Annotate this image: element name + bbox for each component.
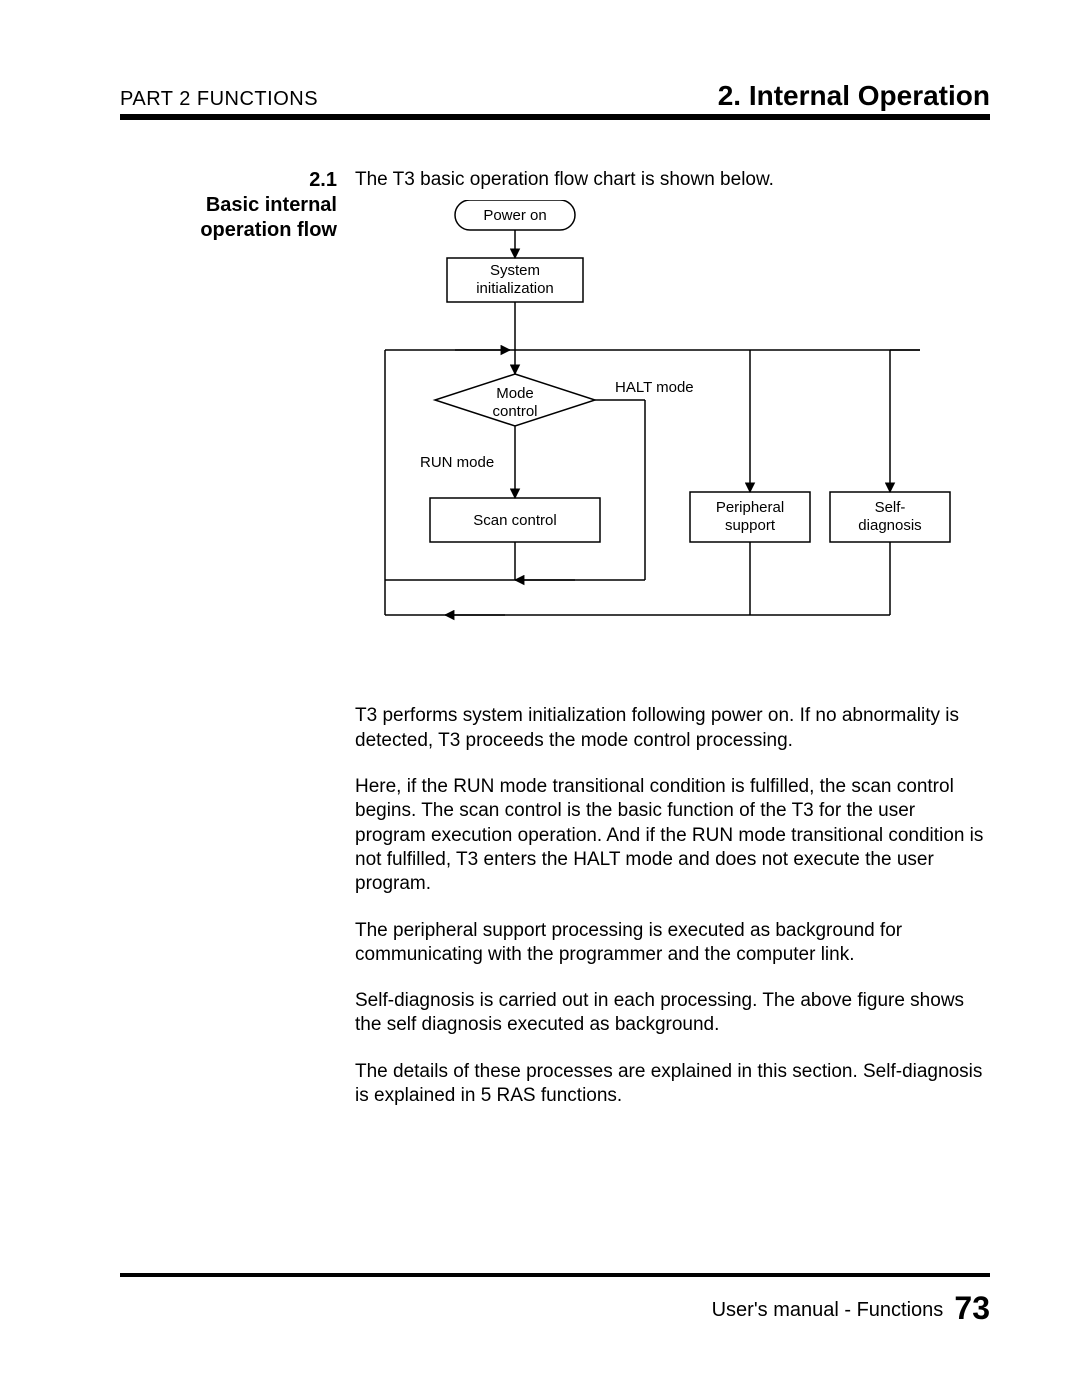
svg-text:Self-: Self- [875,499,906,516]
svg-text:RUN mode: RUN mode [420,454,494,471]
page-header: PART 2 FUNCTIONS 2. Internal Operation [120,80,990,112]
para-2: Here, if the RUN mode transitional condi… [355,775,990,897]
svg-text:diagnosis: diagnosis [858,517,921,534]
svg-text:Peripheral: Peripheral [716,499,784,516]
section-title-line2: operation flow [120,218,337,243]
section-number: 2.1 [120,168,337,193]
svg-text:System: System [490,262,540,279]
svg-text:control: control [492,403,537,420]
para-3: The peripheral support processing is exe… [355,919,990,968]
main-column: The T3 basic operation flow chart is sho… [355,168,990,1130]
page-number: 73 [954,1290,990,1326]
footer-rule [120,1273,990,1277]
para-5: The details of these processes are expla… [355,1060,990,1109]
header-left: PART 2 FUNCTIONS [120,88,318,111]
body-paragraphs: T3 performs system initialization follow… [355,704,990,1108]
page: PART 2 FUNCTIONS 2. Internal Operation 2… [0,0,1080,1397]
para-4: Self-diagnosis is carried out in each pr… [355,989,990,1038]
svg-text:support: support [725,517,776,534]
svg-text:HALT mode: HALT mode [615,379,694,396]
svg-text:initialization: initialization [476,280,554,297]
intro-text: The T3 basic operation flow chart is sho… [355,168,990,192]
flowchart: Power on Systeminitialization Modecontrol S… [355,200,965,680]
section-title-line1: Basic internal [120,193,337,218]
footer-text: User's manual - Functions 73 [712,1290,990,1327]
header-rule [120,114,990,120]
content-row: 2.1 Basic internal operation flow The T3… [120,168,990,1130]
header-right: 2. Internal Operation [718,80,990,112]
section-heading: 2.1 Basic internal operation flow [120,168,355,243]
svg-text:Power on: Power on [483,207,546,224]
svg-text:Scan control: Scan control [473,512,556,529]
para-1: T3 performs system initialization follow… [355,704,990,753]
svg-text:Mode: Mode [496,385,534,402]
footer-label: User's manual - Functions [712,1299,944,1321]
flowchart-svg: Power on Systeminitialization Modecontrol S… [355,200,965,680]
